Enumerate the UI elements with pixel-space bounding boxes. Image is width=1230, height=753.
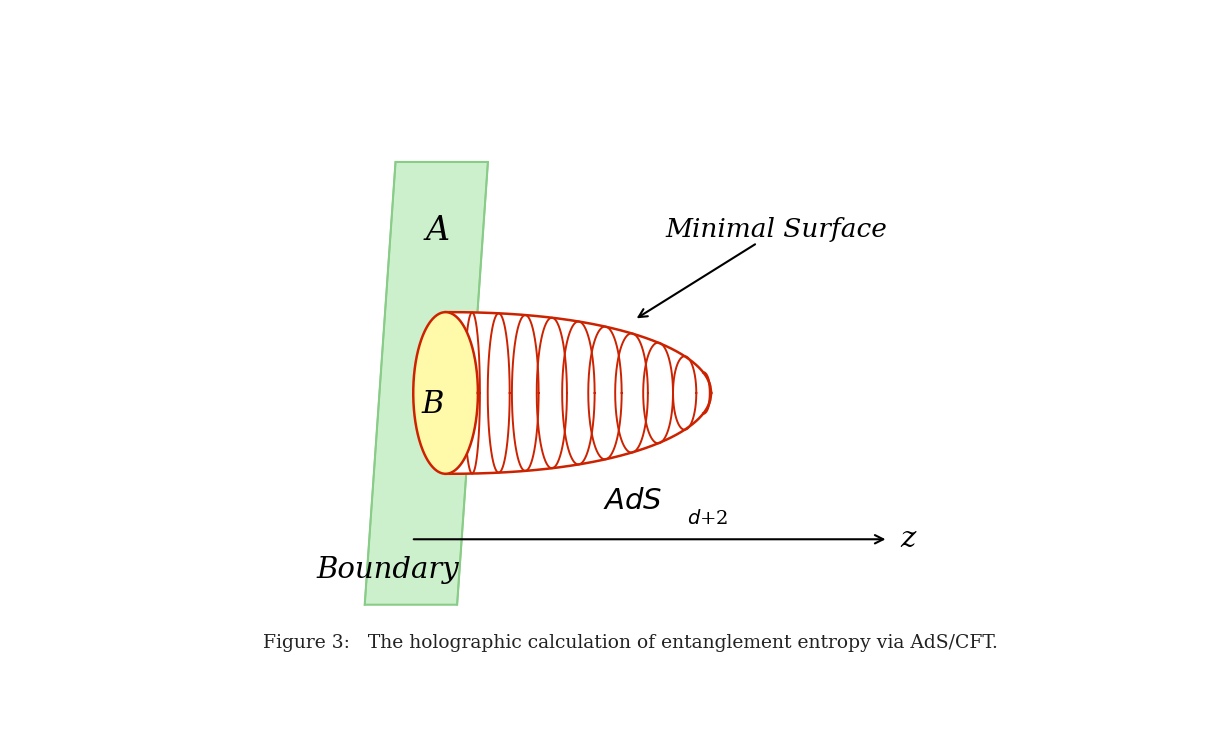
Text: $\mathit{d}$+2: $\mathit{d}$+2 xyxy=(686,509,728,528)
Text: B: B xyxy=(422,389,444,420)
Polygon shape xyxy=(445,312,711,474)
Polygon shape xyxy=(413,312,478,474)
Text: A: A xyxy=(426,215,450,247)
Text: $\mathit{AdS}$: $\mathit{AdS}$ xyxy=(604,486,663,515)
Text: Minimal Surface: Minimal Surface xyxy=(665,217,888,242)
Text: Boundary: Boundary xyxy=(316,556,459,584)
Text: z: z xyxy=(900,526,915,553)
Text: Figure 3:   The holographic calculation of entanglement entropy via AdS/CFT.: Figure 3: The holographic calculation of… xyxy=(263,634,998,652)
Polygon shape xyxy=(365,162,488,605)
